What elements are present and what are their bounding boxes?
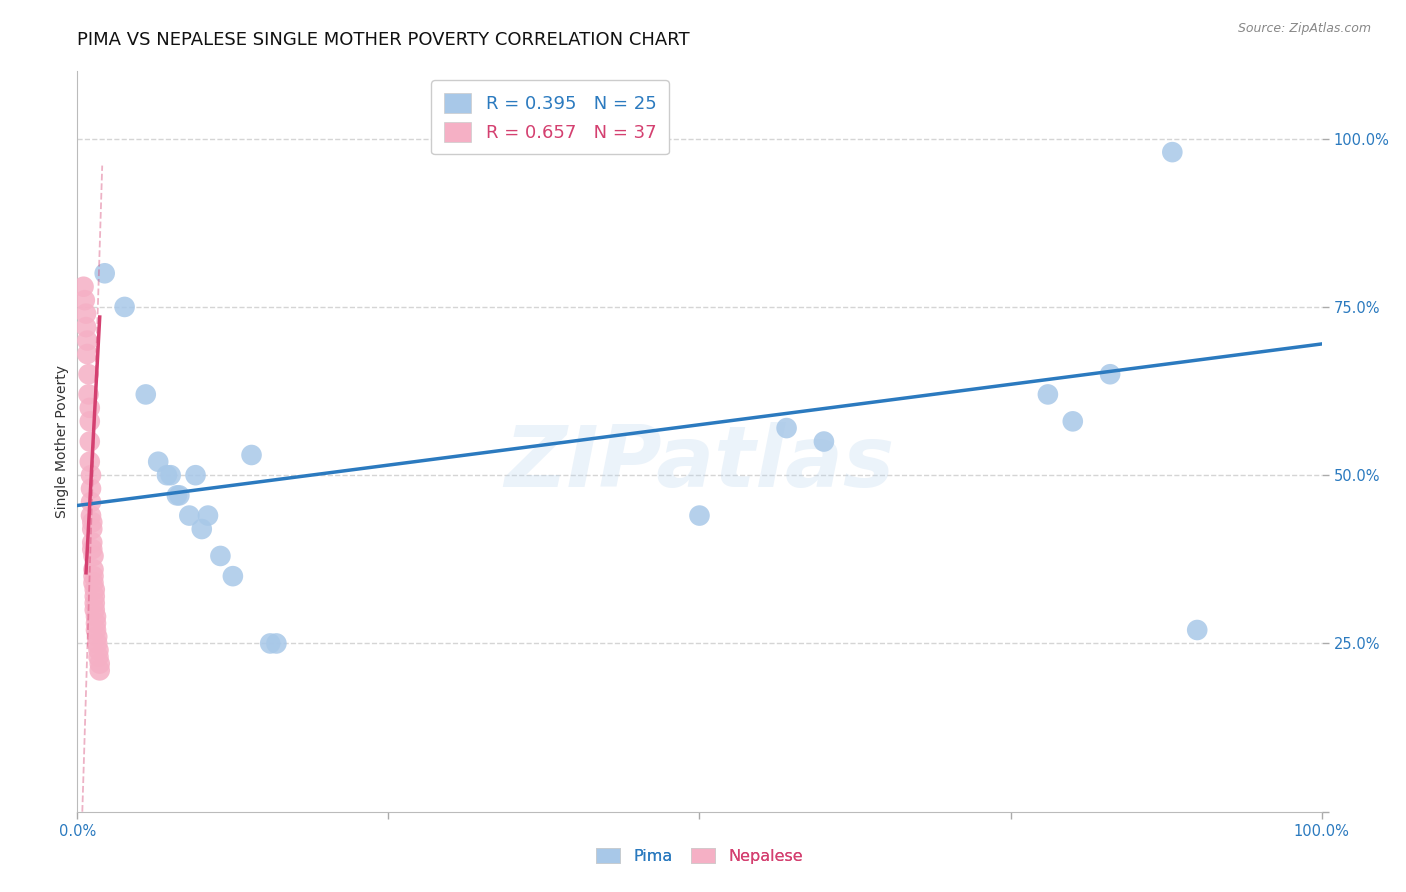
Point [222, 569, 245, 583]
Point [689, 508, 711, 523]
Point [75, 320, 97, 334]
Point [1062, 414, 1084, 428]
Point [179, 508, 201, 523]
Point [135, 387, 157, 401]
Point [83, 596, 105, 610]
Point [197, 508, 219, 523]
Point [156, 468, 179, 483]
Point [114, 300, 136, 314]
Point [83, 590, 105, 604]
Point [72, 279, 94, 293]
Point [80, 508, 103, 523]
Point [1036, 387, 1059, 401]
Point [83, 549, 105, 563]
Point [82, 522, 104, 536]
Y-axis label: Single Mother Poverty: Single Mother Poverty [55, 365, 69, 518]
Point [1185, 623, 1208, 637]
Point [83, 603, 105, 617]
Point [83, 562, 105, 576]
Point [79, 414, 101, 428]
Point [166, 488, 188, 502]
Point [148, 455, 170, 469]
Point [76, 347, 98, 361]
Point [169, 488, 191, 502]
Point [79, 401, 101, 415]
Point [82, 535, 104, 549]
Point [89, 664, 111, 678]
Point [77, 368, 100, 382]
Point [240, 448, 263, 462]
Text: PIMA VS NEPALESE SINGLE MOTHER POVERTY CORRELATION CHART: PIMA VS NEPALESE SINGLE MOTHER POVERTY C… [77, 31, 690, 49]
Point [73, 293, 96, 308]
Point [159, 468, 181, 483]
Point [76, 334, 98, 348]
Point [266, 636, 288, 650]
Point [80, 468, 103, 483]
Point [84, 609, 107, 624]
Point [79, 455, 101, 469]
Point [259, 636, 281, 650]
Point [83, 569, 105, 583]
Point [209, 549, 232, 563]
Point [80, 482, 103, 496]
Point [84, 623, 107, 637]
Point [75, 307, 97, 321]
Point [191, 522, 214, 536]
Point [1099, 368, 1122, 382]
Point [86, 636, 108, 650]
Point [813, 434, 835, 449]
Point [77, 387, 100, 401]
Point [84, 616, 107, 631]
Point [80, 495, 103, 509]
Point [775, 421, 797, 435]
Point [93, 266, 115, 280]
Point [83, 582, 105, 597]
Point [89, 657, 111, 671]
Point [82, 542, 104, 557]
Point [83, 575, 105, 590]
Text: ZIPatlas: ZIPatlas [505, 422, 894, 505]
Point [87, 649, 110, 664]
Point [1161, 145, 1184, 160]
Point [79, 434, 101, 449]
Point [184, 468, 207, 483]
Legend: Pima, Nepalese: Pima, Nepalese [591, 842, 808, 871]
Text: Source: ZipAtlas.com: Source: ZipAtlas.com [1237, 22, 1371, 36]
Point [87, 643, 110, 657]
Point [82, 516, 104, 530]
Point [86, 630, 108, 644]
